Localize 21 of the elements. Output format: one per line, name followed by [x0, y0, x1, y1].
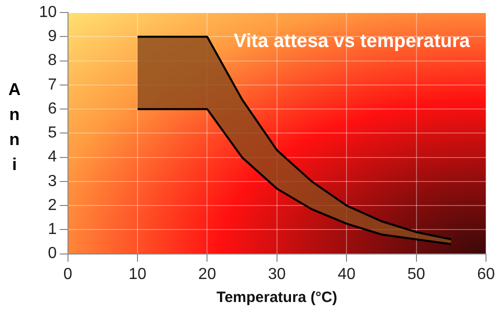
x-tick-label: 30 — [268, 266, 286, 283]
x-tick-label: 0 — [63, 266, 72, 283]
y-tick-label: 1 — [48, 221, 57, 238]
x-axis-title: Temperatura (°C) — [216, 289, 338, 306]
y-tick-label: 8 — [48, 52, 57, 70]
y-tick-label: 0 — [48, 245, 57, 262]
y-tick-label: 2 — [48, 196, 57, 214]
x-tick-label: 40 — [338, 266, 356, 283]
text: Vita attesa vs temperatura — [234, 30, 470, 52]
y-tick-label: 7 — [48, 76, 57, 94]
y-tick-label: 10 — [39, 4, 57, 22]
x-tick-label: 20 — [198, 266, 216, 283]
y-tick-label: 9 — [48, 28, 57, 46]
y-tick-label: 5 — [48, 124, 57, 142]
y-tick-label: 3 — [48, 172, 57, 190]
x-tick-label: 10 — [128, 266, 146, 283]
y-tick-label: 4 — [48, 148, 57, 166]
y-axis-title: Anni — [4, 80, 24, 180]
y-tick-label: 6 — [48, 100, 57, 118]
x-tick-label: 50 — [407, 266, 426, 283]
x-tick-label: 60 — [477, 266, 495, 283]
